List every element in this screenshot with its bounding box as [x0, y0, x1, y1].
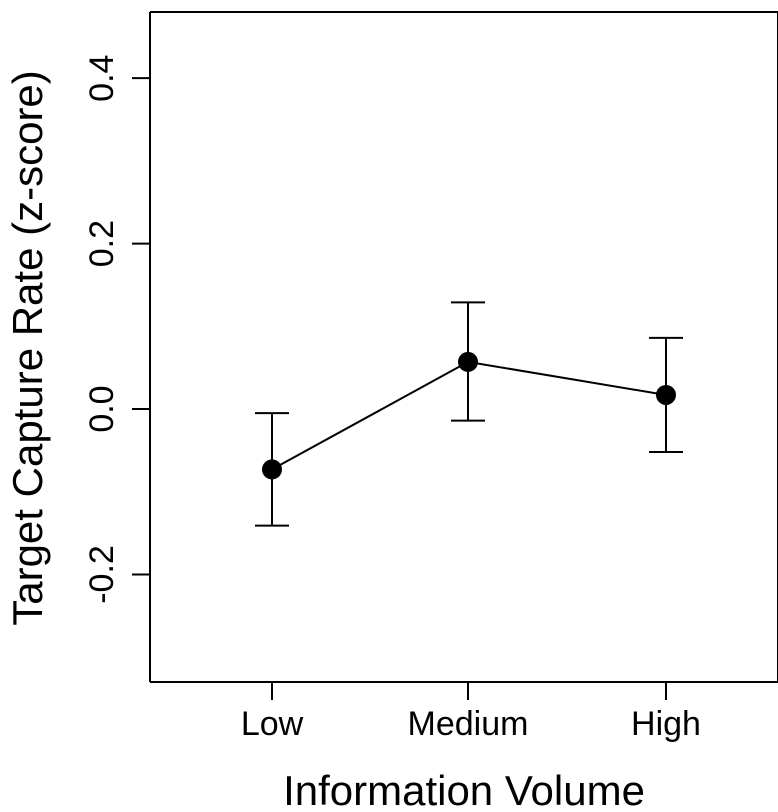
y-tick-label: 0.0: [83, 385, 121, 432]
y-ticks-layer: -0.2 0.0 0.2 0.4: [83, 55, 150, 604]
y-tick-label: -0.2: [83, 545, 121, 604]
y-axis-title: Target Capture Rate (z-score): [4, 70, 51, 626]
x-axis-title: Information Volume: [283, 767, 645, 812]
data-point: [458, 351, 478, 372]
x-tick-label: Medium: [408, 705, 529, 743]
x-tick-label: Low: [241, 705, 304, 743]
x-tick-label: High: [631, 705, 701, 743]
y-tick-label: 0.4: [83, 55, 121, 102]
axes-layer: [149, 11, 778, 683]
data-point: [262, 459, 282, 480]
x-ticks-layer: Low Medium High: [241, 682, 701, 743]
y-tick-label: 0.2: [83, 220, 121, 267]
data-point: [656, 384, 676, 405]
plot-layer: [255, 301, 683, 527]
